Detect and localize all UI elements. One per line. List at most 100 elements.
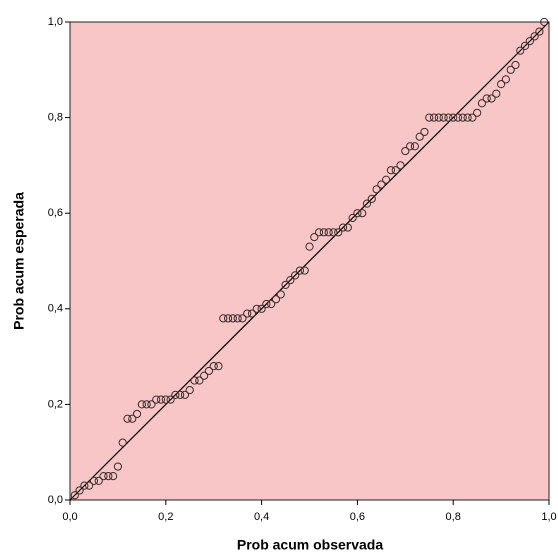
data-point bbox=[501, 75, 510, 84]
reference-line bbox=[69, 21, 550, 501]
data-point bbox=[70, 491, 79, 500]
data-point bbox=[257, 304, 266, 313]
data-point bbox=[305, 242, 314, 251]
x-tick-label: 0,4 bbox=[254, 511, 269, 523]
y-tick-label: 0,6 bbox=[48, 207, 63, 219]
data-point bbox=[209, 362, 218, 371]
data-point bbox=[324, 228, 333, 237]
data-point bbox=[156, 395, 166, 404]
data-point bbox=[334, 228, 343, 237]
data-point bbox=[520, 41, 530, 51]
data-point bbox=[262, 299, 271, 309]
data-point bbox=[439, 113, 448, 122]
data-point bbox=[200, 371, 209, 380]
data-point bbox=[482, 94, 491, 103]
data-point bbox=[410, 142, 419, 151]
data-point bbox=[468, 113, 477, 122]
y-tick-label: 0,4 bbox=[48, 303, 63, 315]
x-tick-label: 1,0 bbox=[541, 511, 556, 523]
x-axis-title: Prob acum observada bbox=[237, 537, 383, 553]
data-point bbox=[195, 376, 204, 385]
data-point bbox=[104, 472, 113, 481]
data-point bbox=[511, 60, 520, 70]
data-point bbox=[348, 213, 357, 223]
data-point bbox=[396, 161, 405, 170]
data-point bbox=[353, 209, 362, 218]
data-point bbox=[386, 166, 396, 175]
data-point bbox=[444, 113, 453, 122]
data-point bbox=[204, 366, 214, 376]
data-point bbox=[415, 132, 424, 141]
data-point bbox=[171, 390, 180, 399]
data-point bbox=[113, 462, 123, 471]
data-point bbox=[223, 314, 233, 323]
data-point bbox=[429, 113, 439, 122]
data-point bbox=[458, 113, 467, 122]
data-point bbox=[319, 228, 328, 237]
y-tick-label: 1,0 bbox=[48, 16, 63, 28]
data-point bbox=[492, 89, 501, 98]
data-point bbox=[214, 362, 223, 371]
data-point bbox=[391, 166, 400, 175]
data-point bbox=[377, 180, 386, 189]
data-point bbox=[99, 472, 108, 481]
data-point bbox=[405, 142, 415, 151]
data-point bbox=[219, 314, 228, 323]
data-point bbox=[487, 94, 496, 103]
data-point bbox=[516, 46, 525, 55]
data-point bbox=[329, 228, 338, 237]
data-point bbox=[267, 299, 276, 309]
x-tick-label: 0,6 bbox=[350, 511, 365, 523]
data-point bbox=[238, 314, 247, 323]
data-point bbox=[338, 223, 348, 232]
data-point bbox=[142, 400, 151, 409]
data-point bbox=[80, 481, 89, 490]
data-point bbox=[94, 476, 103, 485]
data-point bbox=[358, 209, 367, 218]
data-point bbox=[276, 290, 285, 299]
data-point bbox=[291, 271, 300, 280]
data-point bbox=[176, 390, 185, 399]
data-point bbox=[166, 395, 175, 404]
data-point bbox=[477, 99, 487, 108]
x-tick-label: 0,2 bbox=[158, 511, 173, 523]
data-point bbox=[463, 113, 472, 122]
data-point bbox=[247, 309, 257, 318]
data-point bbox=[314, 228, 324, 237]
data-point bbox=[128, 414, 137, 423]
y-tick-label: 0,0 bbox=[48, 494, 63, 506]
data-point bbox=[118, 438, 127, 447]
data-point bbox=[89, 476, 99, 485]
data-point bbox=[497, 80, 506, 89]
data-point bbox=[233, 314, 242, 323]
data-point bbox=[343, 223, 352, 232]
data-point bbox=[161, 395, 170, 404]
data-point bbox=[281, 280, 290, 289]
y-tick-label: 0,8 bbox=[48, 112, 63, 124]
data-point bbox=[401, 146, 410, 156]
data-point bbox=[75, 486, 84, 495]
data-point bbox=[190, 376, 199, 385]
data-point bbox=[228, 314, 237, 323]
data-point bbox=[85, 481, 94, 490]
data-point bbox=[123, 414, 132, 423]
x-tick-label: 0,0 bbox=[62, 511, 77, 523]
data-point bbox=[535, 27, 544, 36]
data-point bbox=[362, 199, 372, 208]
data-point bbox=[271, 295, 281, 304]
data-point bbox=[295, 266, 305, 275]
data-point bbox=[434, 113, 443, 122]
data-point bbox=[152, 395, 161, 404]
data-point bbox=[147, 400, 156, 409]
data-point bbox=[449, 113, 458, 122]
data-point bbox=[473, 108, 482, 117]
data-point bbox=[506, 65, 515, 74]
data-point bbox=[252, 304, 261, 313]
data-point bbox=[243, 309, 252, 318]
y-axis-title: Prob acum esperada bbox=[11, 192, 27, 330]
data-point bbox=[540, 17, 549, 27]
y-tick-label: 0,2 bbox=[48, 398, 63, 410]
data-point bbox=[425, 113, 434, 122]
data-point bbox=[525, 37, 534, 46]
data-point bbox=[137, 400, 146, 409]
